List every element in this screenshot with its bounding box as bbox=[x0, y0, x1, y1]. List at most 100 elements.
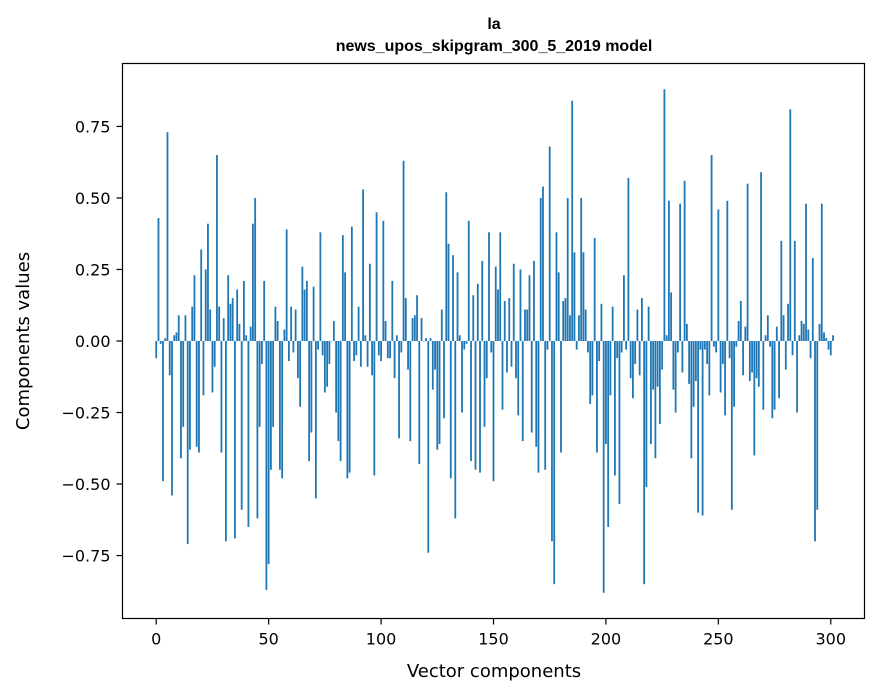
bar bbox=[528, 275, 531, 341]
bar bbox=[652, 341, 655, 390]
bar bbox=[470, 341, 472, 462]
bar bbox=[587, 341, 589, 353]
bar bbox=[449, 341, 452, 479]
bar bbox=[211, 341, 214, 393]
bar bbox=[607, 341, 610, 527]
bar bbox=[580, 197, 583, 341]
bar bbox=[407, 341, 409, 370]
bar bbox=[238, 323, 241, 341]
bar bbox=[766, 315, 769, 341]
bar bbox=[472, 295, 475, 341]
bar bbox=[632, 341, 634, 399]
bar bbox=[465, 341, 468, 344]
bar bbox=[328, 341, 331, 364]
bar bbox=[796, 341, 798, 413]
bar bbox=[641, 298, 643, 341]
bar bbox=[263, 280, 266, 341]
bar bbox=[344, 272, 346, 341]
bar bbox=[281, 341, 284, 479]
bar bbox=[346, 341, 349, 479]
bar bbox=[447, 243, 450, 341]
bar bbox=[276, 320, 279, 341]
bar bbox=[724, 341, 726, 416]
bar bbox=[670, 292, 673, 341]
bar bbox=[510, 341, 513, 367]
bar bbox=[791, 341, 794, 356]
bar bbox=[811, 258, 814, 341]
bar bbox=[189, 341, 191, 450]
bar bbox=[611, 306, 614, 341]
bar bbox=[458, 335, 461, 341]
bar bbox=[182, 341, 185, 427]
bar bbox=[829, 341, 832, 356]
bar bbox=[157, 217, 160, 341]
bar bbox=[627, 177, 630, 341]
bar bbox=[521, 341, 524, 442]
bar bbox=[645, 341, 648, 487]
bar bbox=[787, 303, 789, 341]
bar bbox=[204, 269, 207, 341]
bar bbox=[409, 341, 412, 442]
bar bbox=[359, 341, 362, 367]
bar bbox=[643, 341, 646, 585]
bar bbox=[283, 329, 286, 341]
bar bbox=[191, 306, 194, 341]
bar bbox=[267, 341, 270, 565]
bar bbox=[789, 109, 792, 342]
bar bbox=[420, 318, 423, 341]
bar bbox=[384, 320, 387, 341]
bar bbox=[625, 341, 628, 350]
bar bbox=[688, 341, 691, 384]
bar bbox=[753, 341, 756, 456]
bar bbox=[623, 275, 625, 341]
bar bbox=[234, 341, 236, 539]
bar bbox=[285, 229, 288, 341]
bar bbox=[564, 298, 567, 341]
bar bbox=[598, 341, 601, 362]
bar bbox=[744, 326, 747, 341]
y-axis-ticks: −0.75 −0.50 −0.25 0.00 0.25 0.50 0.75 bbox=[61, 117, 123, 566]
bar bbox=[519, 269, 522, 341]
bar bbox=[168, 341, 171, 376]
bar bbox=[434, 341, 436, 370]
bar bbox=[225, 341, 227, 542]
bar bbox=[425, 338, 427, 341]
bar bbox=[341, 235, 344, 341]
bar bbox=[573, 252, 576, 341]
bar bbox=[353, 341, 355, 362]
bar bbox=[490, 341, 493, 353]
bar bbox=[719, 341, 722, 393]
bar bbox=[240, 341, 243, 510]
bar bbox=[207, 223, 209, 341]
bar bbox=[805, 203, 807, 341]
bar bbox=[755, 341, 758, 379]
bar bbox=[375, 212, 378, 341]
bar bbox=[701, 341, 704, 516]
bar bbox=[413, 315, 416, 341]
bar bbox=[769, 341, 771, 347]
bar bbox=[737, 320, 740, 341]
bar bbox=[816, 341, 819, 510]
bar bbox=[366, 341, 369, 367]
bar bbox=[703, 341, 706, 350]
bar bbox=[800, 320, 803, 341]
bar bbox=[270, 341, 272, 470]
plot-frame bbox=[121, 62, 866, 620]
bar bbox=[827, 341, 830, 350]
bar bbox=[380, 341, 382, 362]
bar bbox=[393, 341, 396, 379]
bar bbox=[712, 341, 715, 347]
bar bbox=[301, 266, 304, 341]
bar bbox=[681, 341, 684, 373]
bar bbox=[265, 341, 268, 590]
bar bbox=[467, 220, 470, 341]
bar bbox=[614, 341, 616, 476]
bar bbox=[533, 260, 535, 341]
bar bbox=[708, 341, 711, 396]
bar bbox=[357, 306, 360, 341]
bar bbox=[261, 341, 263, 364]
bar bbox=[492, 341, 495, 482]
bar bbox=[609, 341, 612, 396]
bar bbox=[535, 341, 538, 447]
